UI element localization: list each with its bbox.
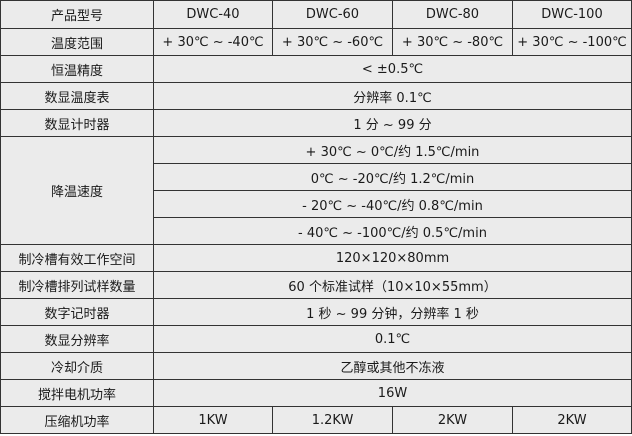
model-label: 产品型号 [0, 0, 154, 29]
value-cell: < ±0.5℃ [153, 55, 632, 83]
value-cell: - 20℃ ~ -40℃/约 0.8℃/min [153, 190, 632, 218]
temp-range-row: 温度范围 + 30℃ ~ -40℃ + 30℃ ~ -60℃ + 30℃ ~ -… [0, 28, 632, 56]
model-cell: DWC-80 [392, 0, 513, 29]
value-cell: 0.1℃ [153, 325, 632, 353]
value-cell: 1 分 ~ 99 分 [153, 109, 632, 137]
table-row: 制冷槽排列试样数量 60 个标准试样（10×10×55mm） [0, 271, 632, 299]
value-cell: 0℃ ~ -20℃/约 1.2℃/min [153, 163, 632, 191]
table-row: 冷却介质 乙醇或其他不冻液 [0, 352, 632, 380]
compressor-row: 压缩机功率 1KW 1.2KW 2KW 2KW [0, 406, 632, 434]
table-row: 制冷槽有效工作空间 120×120×80mm [0, 244, 632, 272]
value-cell: 1.2KW [272, 406, 393, 434]
header-row: 产品型号 DWC-40 DWC-60 DWC-80 DWC-100 [0, 0, 632, 29]
row-label: 制冷槽有效工作空间 [0, 244, 154, 272]
row-label: 数显温度表 [0, 82, 154, 110]
value-cell: 2KW [392, 406, 513, 434]
cooling-rate-row: 降温速度 + 30℃ ~ 0℃/约 1.5℃/min [0, 136, 632, 245]
table-row: 数字记时器 1 秒 ~ 99 分钟，分辨率 1 秒 [0, 298, 632, 326]
row-label: 压缩机功率 [0, 406, 154, 434]
table-row: 数显分辨率 0.1℃ [0, 325, 632, 353]
value-cell: + 30℃ ~ -60℃ [272, 28, 393, 56]
value-cell: 16W [153, 379, 632, 407]
row-label: 冷却介质 [0, 352, 154, 380]
value-cell: + 30℃ ~ 0℃/约 1.5℃/min [153, 136, 632, 164]
table-row: 数显温度表 分辨率 0.1℃ [0, 82, 632, 110]
row-label: 降温速度 [0, 136, 154, 245]
table-row: 数显计时器 1 分 ~ 99 分 [0, 109, 632, 137]
value-cell: + 30℃ ~ -40℃ [153, 28, 273, 56]
value-cell: - 40℃ ~ -100℃/约 0.5℃/min [153, 217, 632, 245]
model-cell: DWC-60 [272, 0, 393, 29]
row-label: 数字记时器 [0, 298, 154, 326]
value-cell: 2KW [512, 406, 632, 434]
value-cell: 乙醇或其他不冻液 [153, 352, 632, 380]
value-cell: 1 秒 ~ 99 分钟，分辨率 1 秒 [153, 298, 632, 326]
value-cell: 分辨率 0.1℃ [153, 82, 632, 110]
table-row: 恒温精度 < ±0.5℃ [0, 55, 632, 83]
row-label: 数显分辨率 [0, 325, 154, 353]
value-cell: + 30℃ ~ -100℃ [512, 28, 632, 56]
model-cell: DWC-100 [512, 0, 632, 29]
value-cell: 120×120×80mm [153, 244, 632, 272]
table-row: 搅拌电机功率 16W [0, 379, 632, 407]
row-label: 温度范围 [0, 28, 154, 56]
value-cell: 60 个标准试样（10×10×55mm） [153, 271, 632, 299]
model-cell: DWC-40 [153, 0, 273, 29]
cooling-rate-row: - 20℃ ~ -40℃/约 0.8℃/min [1, 190, 632, 218]
row-label: 恒温精度 [0, 55, 154, 83]
row-label: 搅拌电机功率 [0, 379, 154, 407]
row-label: 数显计时器 [0, 109, 154, 137]
value-cell: + 30℃ ~ -80℃ [392, 28, 513, 56]
value-cell: 1KW [153, 406, 273, 434]
cooling-rate-row: 0℃ ~ -20℃/约 1.2℃/min [1, 163, 632, 191]
row-label: 制冷槽排列试样数量 [0, 271, 154, 299]
